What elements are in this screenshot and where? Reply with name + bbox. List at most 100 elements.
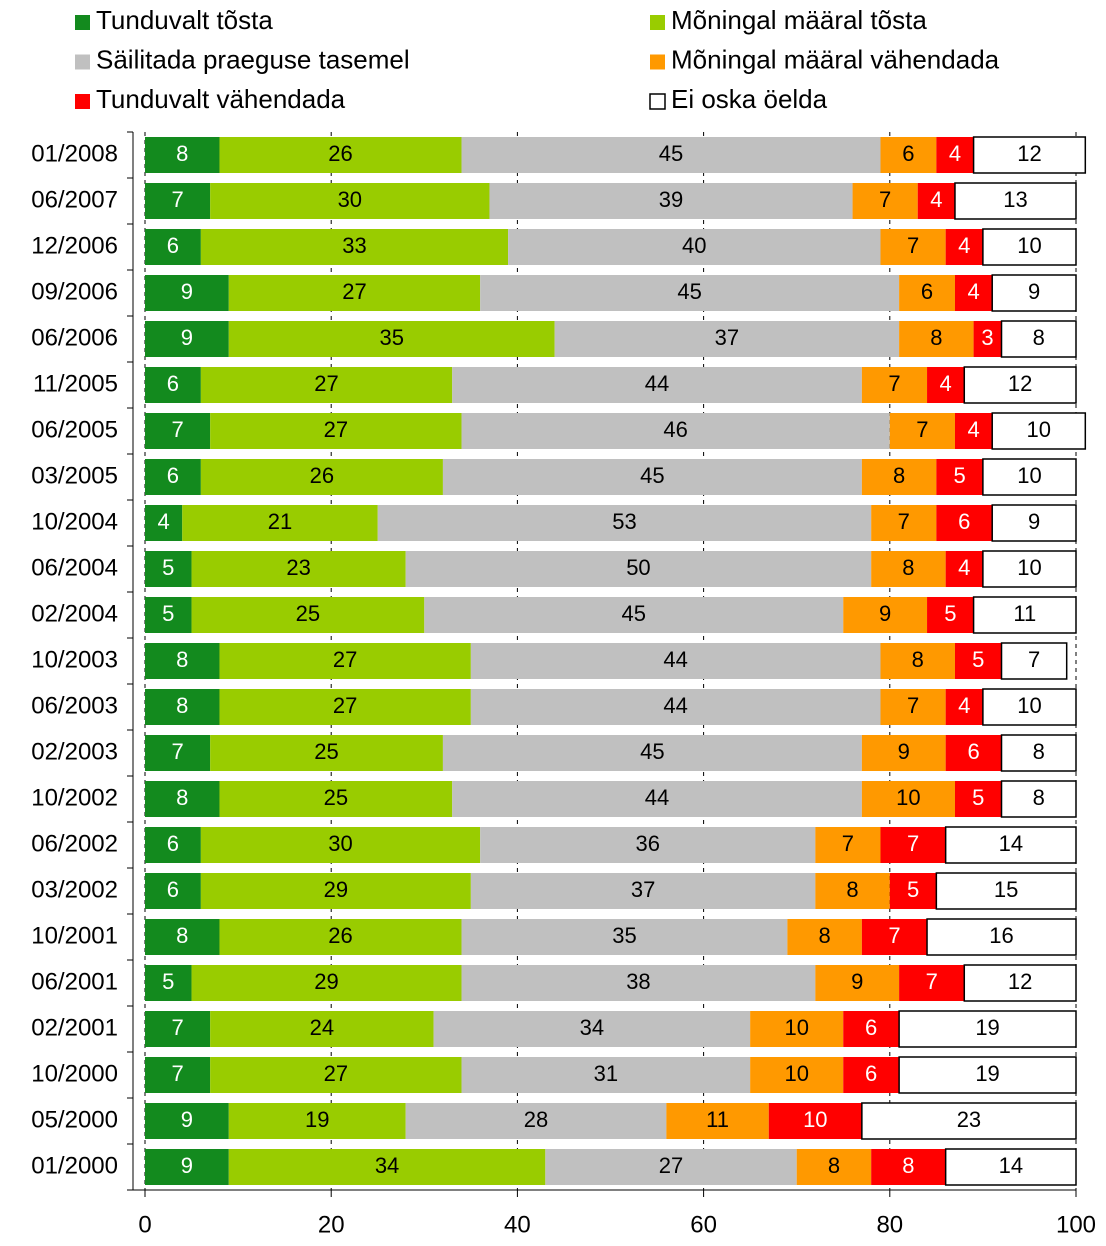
bar-segment — [228, 1103, 406, 1139]
value-label: 12 — [1017, 141, 1041, 166]
bar-segment — [861, 781, 955, 817]
bar-segment — [861, 735, 946, 771]
bar-segment — [880, 229, 946, 265]
value-label: 27 — [333, 647, 357, 672]
legend-swatch — [649, 93, 666, 110]
value-label: 7 — [916, 417, 928, 442]
legend-swatch — [75, 15, 90, 30]
value-label: 44 — [663, 693, 687, 718]
value-label: 9 — [181, 1107, 193, 1132]
bar-segment — [405, 551, 872, 587]
value-label: 29 — [324, 877, 348, 902]
bar-segment — [200, 367, 453, 403]
value-label: 30 — [328, 831, 352, 856]
bar-segment — [871, 551, 946, 587]
bar-segment — [936, 137, 974, 173]
bar-segment — [861, 1102, 1077, 1140]
bar-segment — [145, 735, 211, 771]
value-label: 25 — [324, 785, 348, 810]
bar-segment — [210, 1057, 462, 1093]
bar-segment — [936, 505, 993, 541]
bar-segment — [871, 1149, 946, 1185]
bar-segment — [145, 505, 183, 541]
bar-segment — [991, 504, 1077, 542]
bar-segment — [927, 367, 965, 403]
value-label: 4 — [949, 141, 961, 166]
bar-segment — [954, 781, 1002, 817]
bar-segment — [228, 321, 555, 357]
bar-segment — [926, 918, 1077, 956]
value-label: 7 — [171, 739, 183, 764]
bar-segment — [666, 1103, 769, 1139]
category-label: 06/2001 — [31, 968, 118, 995]
bar-segment — [861, 367, 928, 403]
bar-segment — [405, 1103, 667, 1139]
value-label: 14 — [999, 831, 1023, 856]
bar-segment — [145, 1057, 211, 1093]
value-label: 4 — [967, 417, 979, 442]
value-label: 5 — [972, 785, 984, 810]
bar-segment — [145, 781, 220, 817]
bar-segment — [768, 1103, 862, 1139]
bar-segment — [880, 137, 937, 173]
value-label: 19 — [975, 1061, 999, 1086]
bar-segment — [461, 919, 788, 955]
value-label: 46 — [663, 417, 687, 442]
value-label: 26 — [310, 463, 334, 488]
value-label: 34 — [580, 1015, 604, 1040]
value-label: 7 — [171, 187, 183, 212]
value-label: 4 — [940, 371, 952, 396]
value-label: 9 — [1028, 279, 1040, 304]
value-label: 6 — [902, 141, 914, 166]
value-label: 8 — [828, 1153, 840, 1178]
value-label: 37 — [631, 877, 655, 902]
value-label: 19 — [305, 1107, 329, 1132]
bar-segment — [861, 459, 937, 495]
value-label: 38 — [626, 969, 650, 994]
value-label: 7 — [171, 1015, 183, 1040]
bar-segment — [182, 505, 378, 541]
value-label: 31 — [594, 1061, 618, 1086]
bar-segment — [191, 597, 425, 633]
legend-label: Mõningal määral tõsta — [671, 5, 927, 35]
legend-swatch — [75, 94, 90, 109]
value-label: 25 — [296, 601, 320, 626]
category-label: 12/2006 — [31, 232, 118, 259]
bar-segment — [145, 413, 211, 449]
bar-segment — [461, 137, 881, 173]
bar-segment — [145, 229, 201, 265]
bar-segment — [200, 229, 509, 265]
value-label: 6 — [167, 831, 179, 856]
bar-segment — [796, 1149, 872, 1185]
x-tick-label: 20 — [318, 1211, 345, 1238]
category-label: 10/2002 — [31, 784, 118, 811]
value-label: 12 — [1008, 371, 1032, 396]
value-label: 9 — [1028, 509, 1040, 534]
bar-segment — [936, 459, 983, 495]
bar-segment — [843, 597, 928, 633]
bar-segment — [377, 505, 872, 541]
value-label: 30 — [338, 187, 362, 212]
value-label: 8 — [846, 877, 858, 902]
x-tick-label: 0 — [138, 1211, 151, 1238]
legend-label: Tunduvalt vähendada — [96, 84, 346, 114]
value-label: 4 — [958, 693, 970, 718]
bar-segment — [210, 183, 490, 219]
bar-segment — [219, 643, 471, 679]
value-label: 33 — [342, 233, 366, 258]
value-label: 24 — [310, 1015, 334, 1040]
value-label: 7 — [1028, 647, 1040, 672]
bar-segment — [200, 873, 471, 909]
bar-segment — [191, 965, 462, 1001]
value-label: 36 — [635, 831, 659, 856]
value-label: 19 — [975, 1015, 999, 1040]
bar-segment — [145, 873, 201, 909]
value-label: 4 — [967, 279, 979, 304]
bar-segment — [954, 275, 993, 311]
value-label: 45 — [677, 279, 701, 304]
bar-segment — [228, 1149, 546, 1185]
bar-segment — [972, 596, 1077, 634]
bar-segment — [982, 458, 1077, 496]
bar-segment — [963, 366, 1077, 404]
